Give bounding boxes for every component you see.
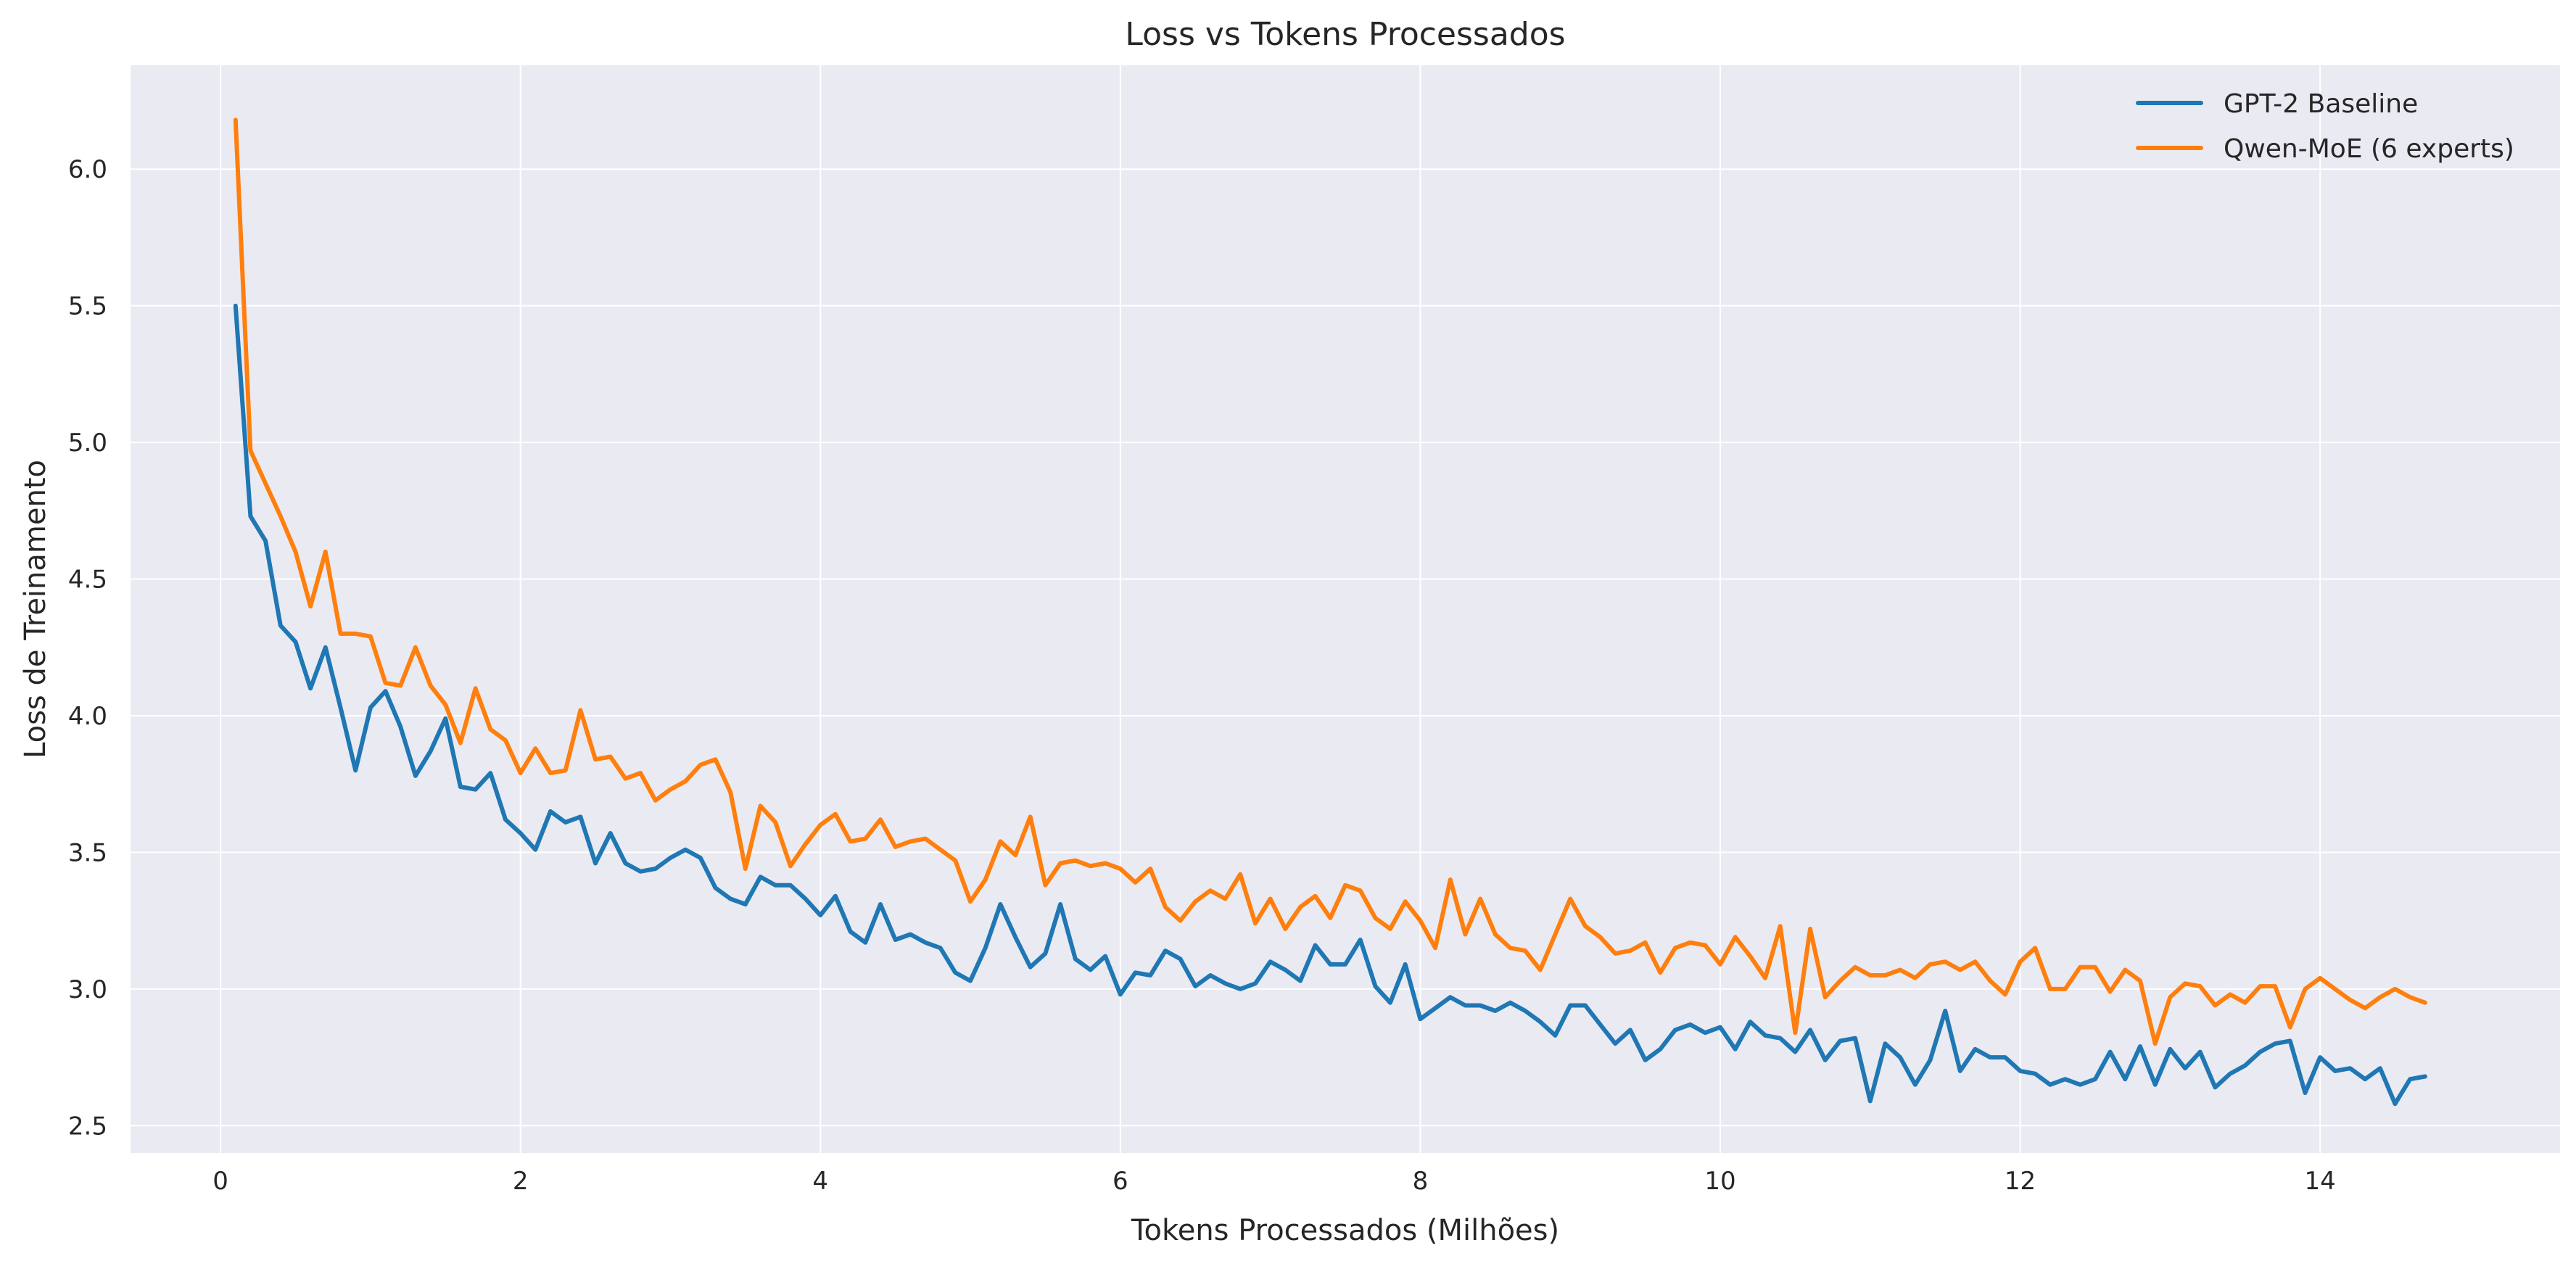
y-tick-label: 5.0 <box>68 429 107 458</box>
y-tick-label: 3.0 <box>68 975 107 1004</box>
x-tick-label: 8 <box>1413 1167 1429 1196</box>
grid <box>131 65 2560 1153</box>
series-line-gpt2-baseline <box>233 303 2427 1107</box>
x-tick-label: 10 <box>1704 1167 1735 1196</box>
legend-label-qwen-moe: Qwen-MoE (6 experts) <box>2224 134 2514 164</box>
series-layer <box>233 117 2427 1107</box>
y-tick-label: 3.5 <box>68 838 107 867</box>
x-axis-ticks: 0 2 4 6 8 10 12 14 <box>212 1167 2336 1196</box>
y-tick-label: 6.0 <box>68 155 107 184</box>
legend: GPT-2 Baseline Qwen-MoE (6 experts) <box>2136 89 2514 164</box>
x-tick-label: 2 <box>513 1167 529 1196</box>
x-tick-label: 0 <box>212 1167 228 1196</box>
y-tick-label: 2.5 <box>68 1112 107 1141</box>
legend-label-gpt2-baseline: GPT-2 Baseline <box>2224 89 2418 119</box>
series-line-qwen-moe <box>233 117 2427 1046</box>
y-axis-label: Loss de Treinamento <box>19 460 52 758</box>
x-tick-label: 6 <box>1112 1167 1128 1196</box>
x-tick-label: 4 <box>812 1167 828 1196</box>
y-tick-label: 4.5 <box>68 566 107 595</box>
chart-title: Loss vs Tokens Processados <box>1125 16 1565 53</box>
y-axis-ticks: 2.5 3.0 3.5 4.0 4.5 5.0 5.5 6.0 <box>68 155 107 1141</box>
y-tick-label: 5.5 <box>68 292 107 321</box>
plot-area <box>131 65 2560 1153</box>
x-tick-label: 14 <box>2305 1167 2336 1196</box>
x-axis-label: Tokens Processados (Milhões) <box>1131 1214 1559 1247</box>
y-tick-label: 4.0 <box>68 702 107 731</box>
x-tick-label: 12 <box>2005 1167 2036 1196</box>
